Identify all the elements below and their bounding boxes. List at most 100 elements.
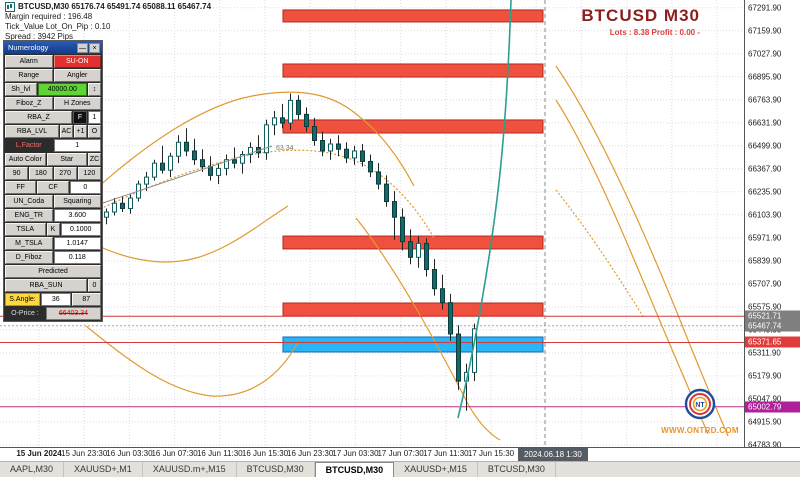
rba-z-button[interactable]: RBA_Z: [5, 111, 72, 124]
panel-minimize-button[interactable]: —: [77, 42, 88, 53]
cf-value[interactable]: 0: [69, 181, 101, 194]
candle-body: [192, 150, 197, 161]
chart-canvas[interactable]: 63.34: [0, 0, 744, 447]
vendor-watermark: NT WWW.ONTRD.COM: [656, 388, 744, 435]
candle-body: [336, 143, 341, 150]
price-axis-label: 66235.90: [748, 187, 782, 197]
zc-button[interactable]: ZC: [88, 153, 101, 166]
auto-color-button[interactable]: Auto Color: [5, 153, 46, 166]
price-axis-label: 66499.90: [748, 141, 782, 151]
big-symbol-title: BTCUSD M30: [581, 6, 700, 25]
angler-button[interactable]: Angler: [53, 69, 101, 82]
fiboz-z-button[interactable]: Fiboz_Z: [5, 97, 53, 110]
rba-z-f-toggle[interactable]: F: [73, 111, 87, 124]
squaring-button[interactable]: Squaring: [53, 195, 101, 208]
time-axis-label: 15 Jun 23:30: [61, 449, 108, 458]
time-axis-label: 17 Jun 03:30: [332, 449, 379, 458]
rba-z-value[interactable]: 1: [88, 111, 101, 124]
panel-title-bar[interactable]: Numerology — ×: [4, 41, 102, 54]
chart-area[interactable]: 63.34 BTCUSD,M30 65176.74 65491.74 65088…: [0, 0, 744, 447]
candle-body: [152, 162, 157, 178]
candle-body: [176, 141, 181, 157]
angle-270-button[interactable]: 270: [53, 167, 77, 180]
s-angle-value-1[interactable]: 36: [41, 293, 71, 306]
candle-body: [432, 269, 437, 290]
sh-lvl-button[interactable]: Sh_lvl: [5, 83, 37, 96]
angle-180-button[interactable]: 180: [29, 167, 53, 180]
tsla-value[interactable]: 0.1000: [60, 223, 101, 236]
band-lower[interactable]: [85, 205, 289, 263]
m-tsla-button[interactable]: M_TSLA: [5, 237, 53, 250]
price-axis-label: 66763.90: [748, 95, 782, 105]
candle-body: [320, 140, 325, 152]
sh-lvl-value[interactable]: 40000.00: [37, 83, 87, 96]
candle-body: [264, 124, 269, 154]
l-factor-value[interactable]: 1: [53, 139, 101, 152]
band-middle-dotted[interactable]: [85, 149, 435, 239]
chart-tab[interactable]: BTCUSD,M30: [314, 462, 395, 477]
green-projection-curve[interactable]: [457, 0, 512, 419]
angle-120-button[interactable]: 120: [77, 167, 101, 180]
range-button[interactable]: Range: [5, 69, 53, 82]
eng-tr-button[interactable]: ENG_TR: [5, 209, 53, 222]
k-button[interactable]: K: [46, 223, 60, 236]
band-selloff[interactable]: [355, 217, 501, 441]
chart-tab[interactable]: XAUUSD+,M1: [64, 462, 143, 477]
candles-layer: [88, 93, 477, 411]
rba-sun-button[interactable]: RBA_SUN: [5, 279, 87, 292]
o-button[interactable]: O: [88, 125, 101, 138]
predicted-button[interactable]: Predicted: [5, 265, 101, 278]
logo-letters: NT: [695, 402, 705, 409]
candle-body: [216, 167, 221, 176]
rba-lvl-button[interactable]: RBA_LVL: [5, 125, 59, 138]
d-fiboz-button[interactable]: D_Fiboz: [5, 251, 53, 264]
cf-button[interactable]: CF: [37, 181, 69, 194]
panel-close-button[interactable]: ×: [89, 42, 100, 53]
chart-tab[interactable]: AAPL,M30: [0, 462, 65, 477]
candle-body: [184, 141, 189, 152]
su-on-toggle[interactable]: SU-ON: [53, 55, 101, 68]
band-upper[interactable]: [85, 91, 415, 199]
band-right-2[interactable]: [555, 99, 709, 435]
chart-tab[interactable]: XAUUSD+,M15: [394, 462, 478, 477]
price-axis-label: 64783.90: [748, 440, 782, 450]
band-lower-deep[interactable]: [85, 325, 299, 397]
chart-tab[interactable]: BTCUSD,M30: [237, 462, 315, 477]
numerology-panel: Numerology — × Alarm SU-ON Range Angler Sh_l…: [3, 40, 103, 322]
price-axis-label: 66367.90: [748, 164, 782, 174]
demand-zone[interactable]: [282, 336, 544, 353]
time-axis-label: 16 Jun 07:30: [151, 449, 198, 458]
band-right-1[interactable]: [555, 65, 729, 437]
price-axis-label: 65839.90: [748, 256, 782, 266]
trendline[interactable]: 63.34: [87, 145, 294, 209]
s-angle-value-2[interactable]: 87: [71, 293, 101, 306]
candle-body: [232, 159, 237, 164]
tsla-button[interactable]: TSLA: [5, 223, 46, 236]
supply-zone[interactable]: [282, 63, 544, 78]
ac-button[interactable]: AC: [60, 125, 73, 138]
star-button[interactable]: Star: [46, 153, 87, 166]
candle-body: [400, 216, 405, 243]
separator-time-label: 2024.06.18 1:30: [518, 448, 588, 461]
supply-zone[interactable]: [282, 9, 544, 23]
m-tsla-value[interactable]: 1.0147: [53, 237, 101, 250]
plus1-button[interactable]: +1: [74, 125, 87, 138]
d-fiboz-value[interactable]: 0.118: [53, 251, 101, 264]
margin-required-text: Margin required : 196.48: [5, 12, 93, 21]
candle-body: [144, 176, 149, 185]
angle-90-button[interactable]: 90: [5, 167, 29, 180]
alarm-button[interactable]: Alarm: [5, 55, 53, 68]
sh-lvl-spinner[interactable]: ↕: [88, 83, 101, 96]
ff-button[interactable]: FF: [5, 181, 37, 194]
rba-sun-value[interactable]: 0: [88, 279, 101, 292]
chart-tab[interactable]: BTCUSD,M30: [478, 462, 556, 477]
supply-zone[interactable]: [282, 302, 544, 317]
panel-body: Alarm SU-ON Range Angler Sh_lvl 40000.00 ↕ Fibo…: [4, 54, 102, 321]
chart-tab[interactable]: XAUUSD.m+,M15: [143, 462, 237, 477]
price-axis[interactable]: 67291.90 67159.90 67027.90 66895.90 66763.90…: [744, 0, 800, 450]
time-axis[interactable]: 2024.06.18 1:30 15 Jun 2024 15 Jun 23:30 1…: [0, 447, 800, 461]
h-zones-button[interactable]: H Zones: [53, 97, 101, 110]
band-right-dotted[interactable]: [555, 189, 645, 319]
un-coda-button[interactable]: UN_Coda: [5, 195, 53, 208]
eng-tr-value[interactable]: 3.600: [53, 209, 101, 222]
